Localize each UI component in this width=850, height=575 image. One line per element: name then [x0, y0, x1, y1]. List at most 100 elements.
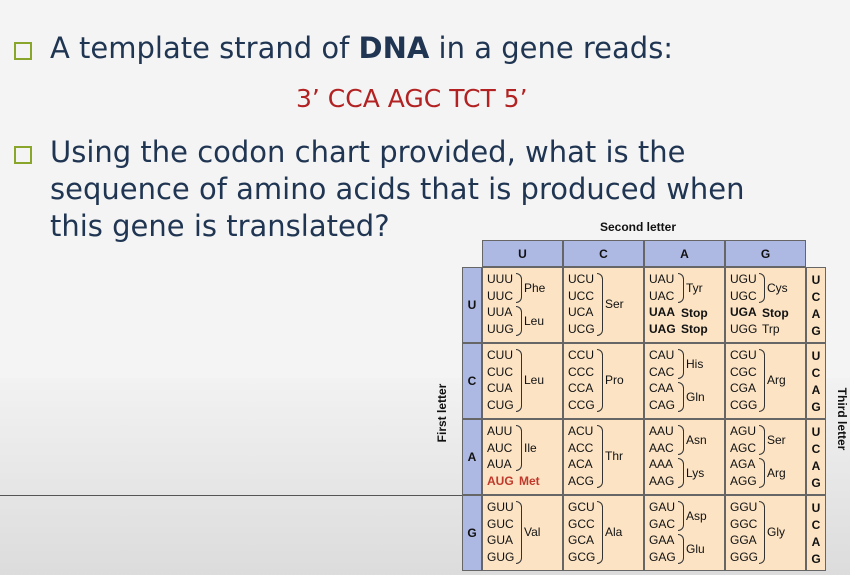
codon-AAA: AAA [649, 457, 674, 471]
codon-CAC: CAC [649, 364, 675, 379]
first-letter-label: First letter [435, 383, 449, 443]
third-letter-C: C [811, 289, 821, 304]
brace-ser [759, 425, 765, 455]
first-letter-U: U [462, 267, 482, 343]
codon-CCC: CCC [568, 364, 594, 379]
codon-UGG: UGG [730, 321, 758, 336]
first-letter-C: C [462, 343, 482, 419]
brace-ser [597, 273, 603, 336]
amino-acid-stop: Stop [681, 305, 708, 320]
amino-acid-asp: Asp [686, 508, 707, 523]
codon-AGA: AGA [730, 457, 756, 471]
amino-acid-asn: Asn [686, 432, 707, 447]
codon-GAC: GAC [649, 516, 676, 531]
third-letter-C: C [811, 365, 821, 380]
codon-CAU: CAU [649, 348, 675, 362]
codon-AGC: AGC [730, 440, 757, 455]
codon-AGG: AGG [730, 473, 757, 488]
second-letter-label: Second letter [600, 220, 677, 234]
brace-pro [597, 349, 603, 412]
codon-CGC: CGC [730, 364, 757, 379]
amino-acid-leu: Leu [524, 313, 545, 328]
third-letter-U: U [811, 500, 821, 515]
codon-cell-GG: GGU GGC GGA GGG Gly [725, 495, 806, 571]
codon-AAU: AAU [649, 424, 674, 438]
codon-GUU: GUU [487, 500, 514, 514]
codon-AUU: AUU [487, 424, 513, 438]
codon-CUA: CUA [487, 381, 513, 395]
third-letter-U: U [811, 424, 821, 439]
amino-acid-ser: Ser [767, 432, 786, 447]
amino-acid-val: Val [524, 525, 541, 540]
codon-GCU: GCU [568, 500, 595, 514]
third-letter-U: U [811, 348, 821, 363]
third-letter-G: G [811, 551, 821, 566]
amino-acid-leu: Leu [524, 373, 545, 388]
codon-cell-CA: CAU CAC CAA CAG His Gln [644, 343, 725, 419]
codon-UUA: UUA [487, 305, 513, 319]
brace-ile [516, 425, 522, 471]
third-letter-G: G [811, 475, 821, 490]
codon-GAA: GAA [649, 533, 675, 547]
codon-ACA: ACA [568, 457, 593, 471]
amino-acid-lys: Lys [686, 465, 705, 480]
codon-AAG: AAG [649, 473, 675, 488]
bullet1-bold: DNA [358, 31, 430, 65]
amino-acid-arg: Arg [767, 465, 786, 480]
codon-cell-GA: GAU GAC GAA GAG Asp Glu [644, 495, 725, 571]
codon-CGG: CGG [730, 397, 758, 412]
codon-cell-AU: AUU AUC AUA AUG Ile Met [482, 419, 563, 495]
codon-CUG: CUG [487, 397, 514, 412]
codon-UGA: UGA [730, 305, 757, 319]
codon-UAA: UAA [649, 305, 675, 319]
first-letter-A: A [462, 419, 482, 495]
codon-UCG: UCG [568, 321, 595, 336]
codon-cell-GU: GUU GUC GUA GUG Val [482, 495, 563, 571]
third-letter-C: C [811, 441, 821, 456]
codon-cell-UG: UGU UGC UGA UGG Cys Stop Trp [725, 267, 806, 343]
codon-CGU: CGU [730, 348, 757, 362]
amino-acid-stop: Stop [681, 322, 708, 336]
codon-CCG: CCG [568, 397, 595, 412]
brace-leu [516, 349, 522, 412]
third-letter-U: U [811, 272, 821, 287]
second-letter-C: C [563, 240, 644, 267]
codon-UGC: UGC [730, 288, 757, 303]
amino-acid-gln: Gln [686, 389, 705, 404]
codon-AUG: AUG [487, 473, 514, 488]
third-letter-C: C [811, 517, 821, 532]
codon-cell-UU: UUU UUC UUA UUG Phe Leu [482, 267, 563, 343]
amino-acid-cys: Cys [767, 280, 788, 295]
codon-GAG: GAG [649, 549, 676, 564]
question-line-2: sequence of amino acids that is produced… [50, 172, 745, 206]
codon-CGA: CGA [730, 381, 757, 395]
bullet-dna-strand: A template strand of DNA in a gene reads… [14, 30, 673, 67]
third-letter-label: Third letter [835, 387, 849, 451]
bullet-text-1: A template strand of DNA in a gene reads… [50, 30, 673, 67]
bullet1-pre: A template strand of [50, 31, 359, 65]
brace-asp [678, 501, 684, 531]
codon-CAG: CAG [649, 397, 676, 412]
brace-tyr [678, 273, 684, 303]
codon-GCG: GCG [568, 549, 596, 564]
bullet-question: Using the codon chart provided, what is … [14, 134, 745, 245]
brace-gly [759, 501, 765, 564]
brace-arg [759, 458, 765, 488]
codon-AGU: AGU [730, 424, 757, 438]
codon-UUU: UUU [487, 272, 513, 286]
codon-CAA: CAA [649, 381, 674, 395]
codon-GUC: GUC [487, 516, 514, 531]
codon-UCA: UCA [568, 305, 594, 319]
amino-acid-arg: Arg [767, 373, 786, 388]
brace-cys [759, 273, 765, 303]
amino-acid-thr: Thr [605, 449, 623, 464]
codon-GGC: GGC [730, 516, 758, 531]
amino-acid-met: Met [519, 474, 540, 488]
codon-cell-GC: GCU GCC GCA GCG Ala [563, 495, 644, 571]
amino-acid-gly: Gly [767, 525, 785, 540]
third-letter-A: A [811, 382, 821, 397]
amino-acid-his: His [686, 356, 704, 371]
codon-GCA: GCA [568, 533, 595, 547]
codon-GGU: GGU [730, 500, 758, 514]
